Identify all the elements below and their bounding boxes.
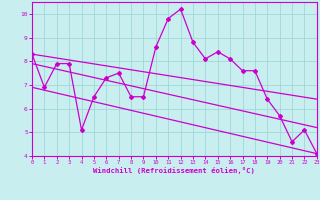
X-axis label: Windchill (Refroidissement éolien,°C): Windchill (Refroidissement éolien,°C) xyxy=(93,167,255,174)
